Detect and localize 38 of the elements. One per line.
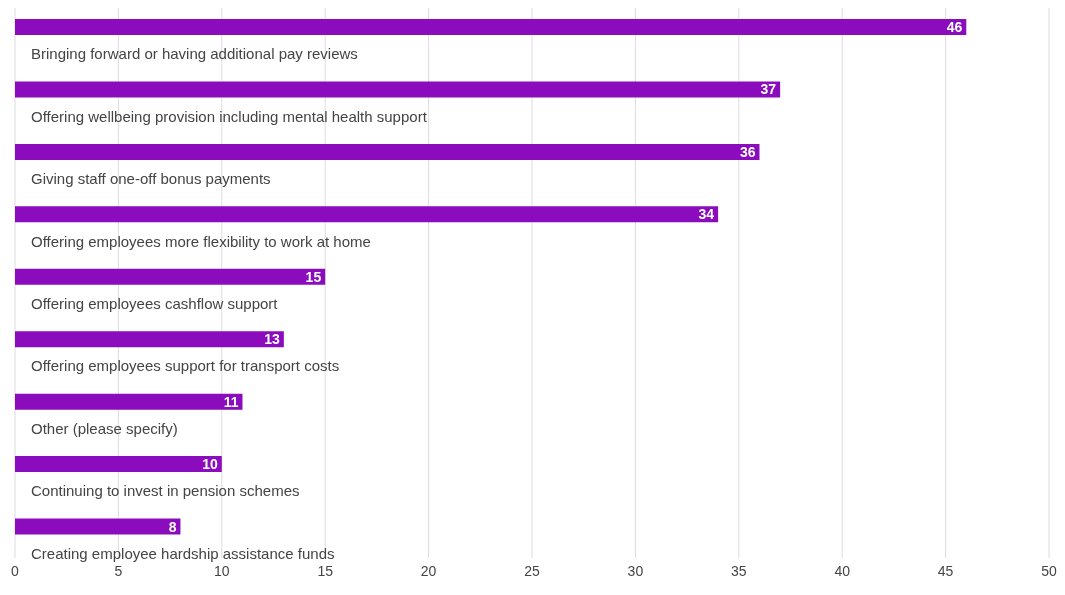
x-tick-label: 10 [214,562,230,579]
data-label: 15 [305,268,322,285]
bar [15,268,326,285]
data-label: 36 [739,143,756,160]
x-tick-label: 0 [11,562,20,579]
x-tick-label: 45 [937,562,954,579]
bar [15,518,181,535]
x-tick-label: 50 [1041,562,1057,579]
data-label: 46 [946,19,963,35]
y-tick-label: Offering wellbeing provision including mental health support [31,107,428,125]
bar [15,143,760,160]
x-tick-label: 40 [834,562,851,579]
y-tick-label: Offering employees more flexibility to work at home [31,232,371,250]
y-tick-label: Other (please specify) [31,419,178,437]
data-label: 34 [698,206,715,223]
bar [15,206,719,223]
y-tick-label: Creating employee hardship assistance funds [31,544,335,562]
y-tick-label: Continuing to invest in pension schemes [31,482,300,500]
bar [15,81,781,98]
y-tick-label: Offering employees support for transport costs [31,357,340,375]
y-tick-label: Giving staff one-off bonus payments [31,170,271,188]
bar [15,456,222,473]
y-tick-label: Offering employees cashflow support [31,295,279,312]
data-label: 8 [168,518,177,535]
y-tick-label: Bringing forward or having additional pay reviews [31,45,358,63]
bar [15,19,967,35]
bar [15,393,243,410]
x-tick-label: 5 [114,562,123,579]
x-tick-label: 15 [317,562,334,579]
bar [15,331,284,348]
x-tick-label: 25 [524,562,540,579]
x-tick-label: 35 [731,562,747,579]
x-tick-label: 30 [627,562,644,579]
data-label: 13 [264,331,281,348]
x-tick-label: 20 [420,562,437,579]
data-label: 10 [202,456,219,473]
data-label: 11 [223,393,239,410]
data-label: 37 [760,81,777,98]
